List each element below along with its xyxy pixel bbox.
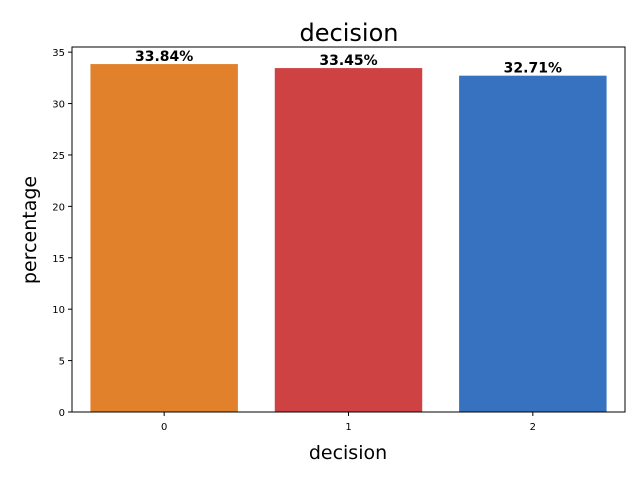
y-axis-title: percentage <box>19 176 41 284</box>
x-axis-title: decision <box>309 442 387 464</box>
y-axis: 0 5 10 15 20 25 30 35 <box>52 48 72 419</box>
y-tick-label-30: 30 <box>52 100 65 111</box>
plot-frame <box>71 46 626 413</box>
bar-1 <box>274 68 423 413</box>
data-labels-group: 33.84% 33.45% 32.71% <box>135 49 562 77</box>
data-label-2: 32.71% <box>504 61 562 77</box>
y-tick-label-35: 35 <box>52 48 65 59</box>
data-label-0: 33.84% <box>135 49 193 65</box>
bar-2 <box>459 75 607 412</box>
data-label-1: 33.45% <box>319 53 377 69</box>
y-tick-label-10: 10 <box>52 305 65 316</box>
chart-title: decision <box>300 19 399 47</box>
x-tick-label-2: 2 <box>530 422 536 433</box>
x-tick-label-0: 0 <box>161 422 167 433</box>
y-tick-label-0: 0 <box>59 408 65 419</box>
x-tick-label-1: 1 <box>345 422 351 433</box>
bar-0 <box>90 64 238 413</box>
y-tick-label-20: 20 <box>52 202 65 213</box>
y-tick-label-15: 15 <box>52 254 65 265</box>
y-tick-label-5: 5 <box>59 357 65 368</box>
bars-group <box>90 64 607 413</box>
y-tick-label-25: 25 <box>52 151 65 162</box>
x-axis: 0 1 2 <box>161 412 536 433</box>
